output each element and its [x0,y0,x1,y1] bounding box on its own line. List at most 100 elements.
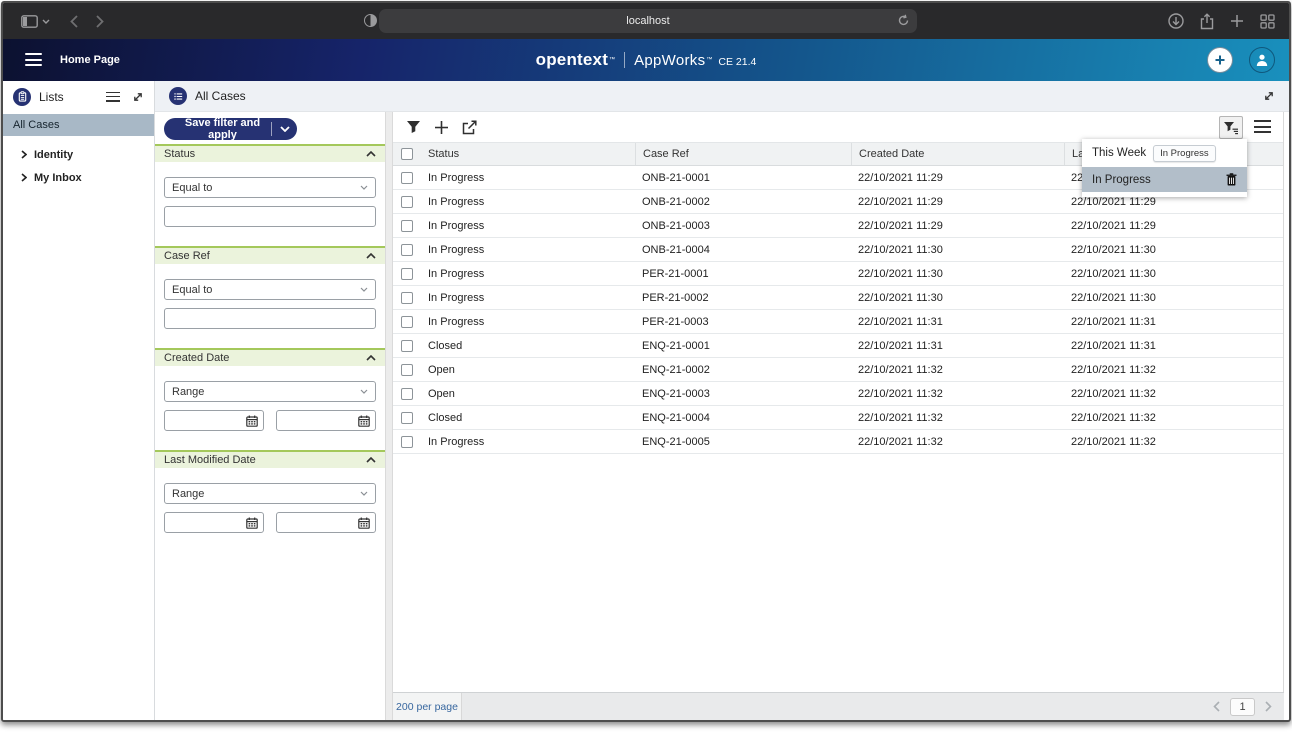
brand: opentext ™ AppWorks ™ CE 21.4 [3,39,1289,81]
row-checkbox[interactable] [401,219,413,232]
row-checkbox[interactable] [401,315,413,328]
filter-section-header[interactable]: Created Date [155,348,385,366]
operator-value: Equal to [172,181,213,194]
browser-toolbar: localhost [3,3,1289,39]
row-checkbox[interactable] [401,195,413,208]
chevron-right-icon [21,173,27,182]
calendar-icon[interactable] [358,517,370,529]
calendar-icon[interactable] [358,415,370,427]
row-checkbox[interactable] [401,291,413,304]
calendar-icon[interactable] [246,517,258,529]
calendar-icon[interactable] [246,415,258,427]
table-row[interactable]: In Progress PER-21-0003 22/10/2021 11:31… [393,310,1283,334]
filter-value-input[interactable] [164,206,376,227]
row-checkbox[interactable] [401,435,413,448]
column-header-created-date[interactable]: Created Date [851,143,1064,165]
filter-section-label: Last Modified Date [164,454,256,466]
cell-last-modified-date: 22/10/2021 11:32 [1071,411,1156,424]
table-row[interactable]: Closed ENQ-21-0001 22/10/2021 11:31 22/1… [393,334,1283,358]
sidebar-item-all-cases[interactable]: All Cases [3,114,154,136]
sidebar-toggle-icon[interactable] [21,14,38,28]
table-row[interactable]: In Progress ONB-21-0004 22/10/2021 11:30… [393,238,1283,262]
filter-section-header[interactable]: Case Ref [155,246,385,264]
forward-button[interactable] [96,14,104,28]
saved-filter-label: In Progress [1092,173,1151,186]
cell-case-ref: ENQ-21-0001 [642,339,710,352]
row-checkbox[interactable] [401,387,413,400]
lists-expand-icon[interactable] [132,91,144,103]
filter-section-header[interactable]: Last Modified Date [155,450,385,468]
save-filter-button[interactable]: Save filter and apply [164,117,297,141]
delete-filter-icon[interactable] [1226,173,1237,186]
table-row[interactable]: In Progress ENQ-21-0005 22/10/2021 11:32… [393,430,1283,454]
list-footer: 200 per page 1 [393,692,1284,720]
table-row[interactable]: In Progress PER-21-0001 22/10/2021 11:30… [393,262,1283,286]
date-from-input[interactable] [164,410,264,431]
app-menu-icon[interactable] [25,53,42,66]
save-filter-dropdown-icon[interactable] [271,122,297,136]
lists-menu-icon[interactable] [106,91,120,102]
saved-filters-button[interactable] [1219,116,1243,139]
table-row[interactable]: In Progress ONB-21-0003 22/10/2021 11:29… [393,214,1283,238]
column-header-case-ref[interactable]: Case Ref [635,143,851,165]
table-row[interactable]: In Progress PER-21-0002 22/10/2021 11:30… [393,286,1283,310]
cell-case-ref: ONB-21-0001 [642,171,710,184]
row-checkbox[interactable] [401,363,413,376]
back-button[interactable] [70,14,78,28]
operator-select[interactable]: Range [164,381,376,402]
current-page[interactable]: 1 [1230,697,1255,716]
add-case-icon[interactable] [434,120,449,135]
new-tab-icon[interactable] [1230,14,1244,28]
table-row[interactable]: Closed ENQ-21-0004 22/10/2021 11:32 22/1… [393,406,1283,430]
page-title: Home Page [60,54,120,66]
saved-filter-chip: In Progress [1153,144,1216,162]
cell-last-modified-date: 22/10/2021 11:30 [1071,267,1156,280]
filter-icon[interactable] [406,120,421,134]
user-profile-button[interactable] [1249,47,1275,73]
app-header: Home Page opentext ™ AppWorks ™ CE 21.4 [3,39,1289,81]
sidebar-tree-item[interactable]: Identity [3,143,154,166]
filter-section: Last Modified Date Range [155,450,385,533]
reload-icon[interactable] [897,14,910,27]
add-button[interactable] [1207,47,1233,73]
content-expand-icon[interactable] [1263,90,1275,102]
operator-value: Range [172,487,205,500]
address-bar[interactable]: localhost [379,9,917,33]
sidebar-tree-item[interactable]: My Inbox [3,166,154,189]
row-checkbox[interactable] [401,339,413,352]
table-row[interactable]: Open ENQ-21-0003 22/10/2021 11:32 22/10/… [393,382,1283,406]
cell-created-date: 22/10/2021 11:29 [858,219,943,232]
tab-overview-icon[interactable] [1260,13,1275,29]
cell-created-date: 22/10/2021 11:30 [858,291,943,304]
table-row[interactable]: In Progress ONB-21-0002 22/10/2021 11:29… [393,190,1283,214]
date-from-input[interactable] [164,512,264,533]
prev-page-icon[interactable] [1213,701,1220,712]
list-menu-icon[interactable] [1254,120,1271,133]
cell-case-ref: ONB-21-0002 [642,195,710,208]
operator-select[interactable]: Range [164,483,376,504]
page-size-selector[interactable]: 200 per page [393,693,462,720]
saved-filter-item[interactable]: In Progress [1082,167,1247,192]
downloads-icon[interactable] [1168,13,1184,29]
date-to-input[interactable] [276,410,376,431]
next-page-icon[interactable] [1265,701,1272,712]
operator-select[interactable]: Equal to [164,177,376,198]
saved-filter-item[interactable]: This Week In Progress [1082,139,1247,167]
sidebar-dropdown-icon[interactable] [42,19,50,24]
table-row[interactable]: Open ENQ-21-0002 22/10/2021 11:32 22/10/… [393,358,1283,382]
row-checkbox[interactable] [401,267,413,280]
row-checkbox[interactable] [401,411,413,424]
column-header-status[interactable]: Status [428,148,460,160]
row-checkbox[interactable] [401,171,413,184]
content-header: All Cases [155,81,1289,112]
select-all-checkbox[interactable] [401,148,413,160]
panel-splitter[interactable] [385,112,393,720]
share-icon[interactable] [1200,12,1214,30]
filter-section-header[interactable]: Status [155,144,385,162]
filter-value-input[interactable] [164,308,376,329]
export-icon[interactable] [462,119,478,135]
date-to-input[interactable] [276,512,376,533]
row-checkbox[interactable] [401,243,413,256]
cell-status: In Progress [428,435,485,448]
operator-select[interactable]: Equal to [164,279,376,300]
